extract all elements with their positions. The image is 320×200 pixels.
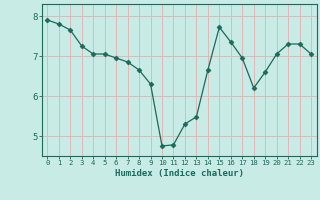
X-axis label: Humidex (Indice chaleur): Humidex (Indice chaleur) (115, 169, 244, 178)
